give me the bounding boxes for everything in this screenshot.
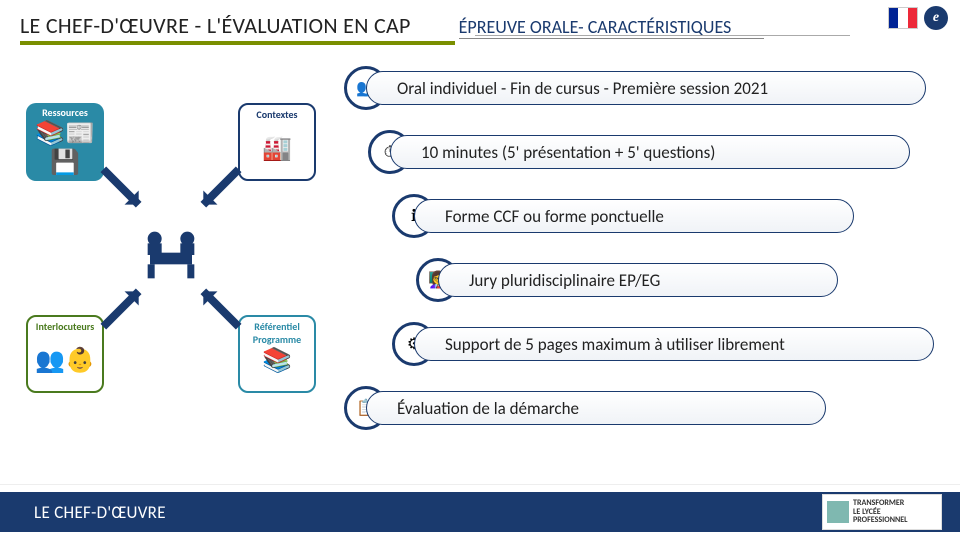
main-content: Ressources 📚📰💾 Contextes 🏭 Interlocuteur… xyxy=(0,49,960,469)
top-logos: e xyxy=(888,6,948,30)
header: LE CHEF-D'ŒUVRE - L'ÉVALUATION EN CAP ÉP… xyxy=(0,0,960,49)
page-title: LE CHEF-D'ŒUVRE - L'ÉVALUATION EN CAP xyxy=(20,12,455,45)
pill-text: Évaluation de la démarche xyxy=(366,391,826,425)
stack-icon: 📚 xyxy=(262,346,292,375)
flag-icon xyxy=(888,7,918,29)
footer-title: LE CHEF-D'ŒUVRE xyxy=(0,492,960,532)
academy-e-icon: e xyxy=(924,6,948,30)
pill-text: Forme CCF ou forme ponctuelle xyxy=(414,199,854,233)
diagram-box-referentiel: Référentiel Programme 📚 xyxy=(238,315,316,393)
diagram-box-contextes: Contextes 🏭 xyxy=(238,103,316,181)
arrow-icon xyxy=(100,288,141,329)
arrow-icon xyxy=(200,166,241,207)
diagram-box-interlocuteurs: Interlocuteurs 👥👶 xyxy=(26,315,104,393)
transformer-logo: TRANSFORMER LE LYCÉE PROFESSIONNEL xyxy=(822,494,942,530)
list-item: 📋 Évaluation de la démarche xyxy=(340,387,950,429)
list-item: 👩‍🏫 Jury pluridisciplinaire EP/EG xyxy=(340,259,950,301)
list-item: ⚙ Support de 5 pages maximum à utiliser … xyxy=(340,323,950,365)
list-item: ⏱ 10 minutes (5' présentation + 5' quest… xyxy=(340,131,950,173)
pill-text: Support de 5 pages maximum à utiliser li… xyxy=(414,327,934,361)
logo-square-icon xyxy=(827,501,849,523)
books-icon: 📚📰💾 xyxy=(30,119,100,177)
characteristics-list: 👥 Oral individuel - Fin de cursus - Prem… xyxy=(340,67,950,451)
arrow-icon xyxy=(100,166,141,207)
pill-text: Oral individuel - Fin de cursus - Premiè… xyxy=(366,71,926,105)
people-icon: 👥👶 xyxy=(35,346,95,375)
arrow-icon xyxy=(200,288,241,329)
footer: LE CHEF-D'ŒUVRE TRANSFORMER LE LYCÉE PRO… xyxy=(0,484,960,540)
meeting-icon xyxy=(131,208,211,288)
list-item: ℹ Forme CCF ou forme ponctuelle xyxy=(340,195,950,237)
pill-text: 10 minutes (5' présentation + 5' questio… xyxy=(390,135,910,169)
list-item: 👥 Oral individuel - Fin de cursus - Prem… xyxy=(340,67,950,109)
title-divider xyxy=(475,35,850,36)
factory-icon: 🏭 xyxy=(262,134,292,163)
context-diagram: Ressources 📚📰💾 Contextes 🏭 Interlocuteur… xyxy=(26,103,316,393)
diagram-box-ressources: Ressources 📚📰💾 xyxy=(26,103,104,181)
pill-text: Jury pluridisciplinaire EP/EG xyxy=(438,263,838,297)
